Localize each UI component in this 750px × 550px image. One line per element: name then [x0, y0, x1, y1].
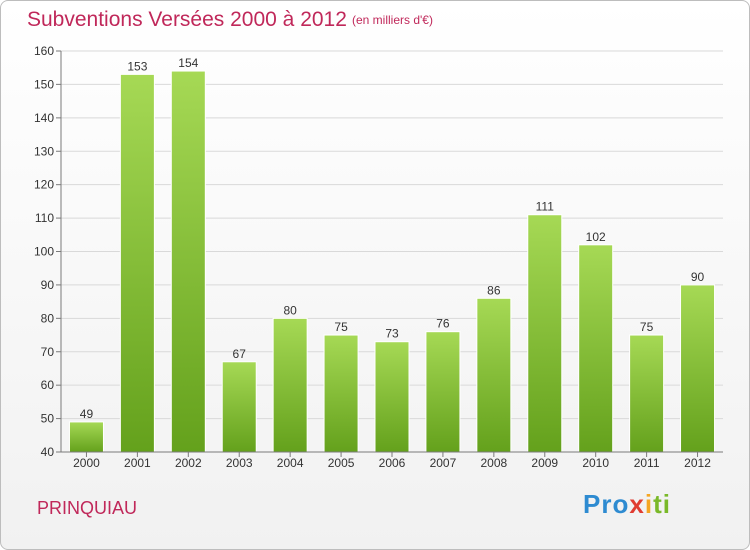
logo-letter: x [629, 489, 645, 519]
x-tick-label-2000: 2000 [73, 456, 100, 470]
x-tick-label-2009: 2009 [531, 456, 558, 470]
x-tick-label-2007: 2007 [430, 456, 457, 470]
axes [56, 50, 723, 457]
y-tick-label: 50 [41, 412, 55, 426]
bar-2006 [374, 341, 410, 453]
x-tick-label-2008: 2008 [480, 456, 507, 470]
y-tick-label: 140 [34, 111, 54, 125]
x-tick-label-2012: 2012 [684, 456, 711, 470]
y-tick-label: 90 [41, 278, 55, 292]
bar-2002 [170, 70, 206, 453]
bar-2001 [119, 73, 155, 453]
data-label-2002: 154 [178, 56, 198, 70]
logo-letter: r [601, 489, 613, 519]
data-label-2012: 90 [691, 270, 705, 284]
y-tick-label: 130 [34, 144, 54, 158]
data-label-2001: 153 [127, 59, 147, 73]
bar-2009 [527, 214, 563, 453]
bar-2003 [221, 361, 257, 453]
y-tick-label: 60 [41, 378, 55, 392]
data-label-2011: 75 [640, 320, 654, 334]
bar-2004 [272, 317, 308, 453]
bar-2008 [476, 297, 512, 453]
x-tick-label-2004: 2004 [277, 456, 304, 470]
data-label-2006: 73 [385, 327, 399, 341]
x-tick-label-2006: 2006 [379, 456, 406, 470]
y-tick-label: 120 [34, 178, 54, 192]
bar-2007 [425, 331, 461, 453]
bars [68, 70, 716, 453]
y-tick-label: 110 [35, 211, 54, 225]
bar-2005 [323, 334, 359, 453]
data-label-2005: 75 [334, 320, 348, 334]
x-tick-label-2002: 2002 [175, 456, 202, 470]
data-label-2009: 111 [536, 200, 555, 214]
y-tick-label: 160 [34, 44, 54, 58]
y-tick-label: 150 [34, 77, 54, 91]
data-label-2008: 86 [487, 283, 501, 297]
logo-letter: t [653, 489, 663, 519]
bar-2011 [629, 334, 665, 453]
data-label-2004: 80 [283, 303, 297, 317]
logo-letter: P [583, 489, 602, 519]
y-tick-label: 70 [41, 345, 55, 359]
labels: 40 50 60 70 80 90 100 110 120 130 140 150 160 49 2000 1… [34, 44, 711, 470]
bar-2000 [68, 421, 104, 453]
y-tick-label: 100 [34, 245, 54, 259]
y-tick-label: 40 [41, 445, 55, 459]
y-tick-label: 80 [41, 311, 55, 325]
bar-2012 [680, 284, 716, 453]
chart-title: Subventions Versées 2000 à 2012 [27, 8, 347, 31]
logo-letter: i [662, 489, 671, 519]
data-label-2007: 76 [436, 317, 450, 331]
data-label-2000: 49 [80, 407, 94, 421]
unit-note: (en milliers d'€) [352, 13, 433, 27]
logo-letter: i [644, 489, 654, 519]
x-tick-label-2010: 2010 [582, 456, 609, 470]
data-label-2010: 102 [586, 230, 606, 244]
bar-2010 [578, 244, 614, 453]
commune-name: PRINQUIAU [37, 498, 138, 518]
x-tick-label-2001: 2001 [124, 456, 151, 470]
x-tick-label-2011: 2011 [634, 456, 660, 470]
proxiti-logo: Proxiti [583, 489, 671, 520]
x-tick-label-2003: 2003 [226, 456, 253, 470]
data-label-2003: 67 [233, 347, 247, 361]
x-tick-label-2005: 2005 [328, 456, 355, 470]
logo-letter: o [612, 489, 630, 519]
